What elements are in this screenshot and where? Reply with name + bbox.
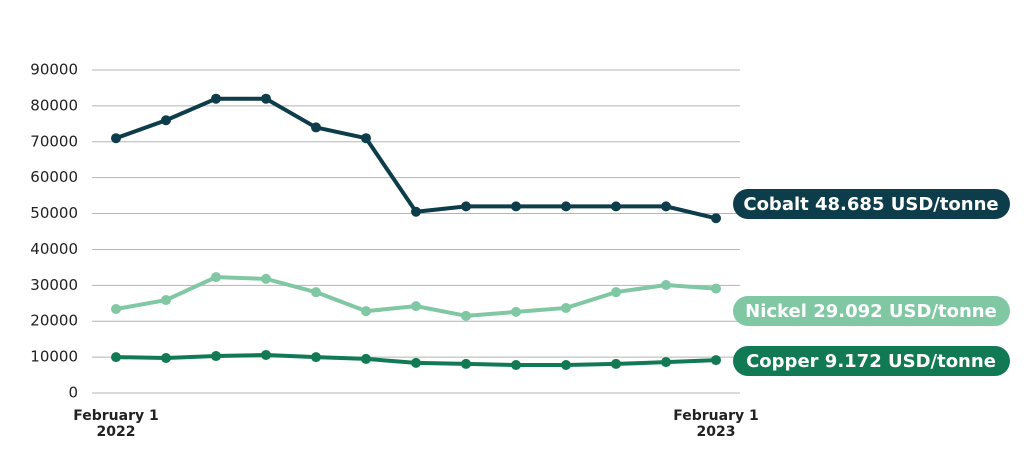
point <box>361 353 371 364</box>
point <box>511 201 521 212</box>
point <box>661 279 671 290</box>
y-tick-label: 0 <box>68 384 78 402</box>
point <box>561 201 571 212</box>
x-tick-label: February 1 2022 <box>73 408 159 440</box>
point <box>611 287 621 298</box>
point <box>361 133 371 144</box>
point <box>161 353 171 364</box>
legend-pill <box>733 346 1010 376</box>
point <box>261 273 271 284</box>
point <box>111 304 121 315</box>
point <box>211 272 221 283</box>
y-tick-label: 90000 <box>30 61 78 79</box>
point <box>711 355 721 366</box>
point <box>311 122 321 133</box>
y-tick-label: 20000 <box>30 312 78 330</box>
legend-label: Copper 9.172 USD/tonne <box>746 351 996 372</box>
y-tick-label: 30000 <box>30 276 78 294</box>
point <box>661 357 671 368</box>
point <box>711 213 721 224</box>
series-line <box>115 96 717 221</box>
point <box>661 201 671 212</box>
point <box>311 287 321 298</box>
point <box>211 93 221 104</box>
point <box>161 295 171 306</box>
point <box>361 306 371 317</box>
point <box>261 349 271 360</box>
point <box>511 360 521 371</box>
point <box>311 352 321 363</box>
y-tick-label: 40000 <box>30 240 78 258</box>
y-tick-label: 60000 <box>30 168 78 186</box>
point <box>161 115 171 126</box>
point <box>411 206 421 217</box>
point <box>111 352 121 363</box>
point <box>261 93 271 104</box>
legend-label: Nickel 29.092 USD/tonne <box>745 301 997 322</box>
point <box>711 283 721 294</box>
point <box>561 302 571 313</box>
point <box>411 301 421 312</box>
legend-pill <box>733 189 1010 219</box>
point <box>211 351 221 362</box>
point <box>111 133 121 144</box>
point <box>461 201 471 212</box>
point <box>561 360 571 371</box>
point <box>461 310 471 321</box>
y-tick-label: 10000 <box>30 348 78 366</box>
legend-label: Cobalt 48.685 USD/tonne <box>743 194 998 215</box>
y-tick-label: 50000 <box>30 204 78 222</box>
point <box>611 201 621 212</box>
y-tick-label: 80000 <box>30 96 78 114</box>
point <box>411 357 421 368</box>
x-tick-label: February 1 2023 <box>673 408 759 440</box>
legend-pill <box>733 296 1010 326</box>
point <box>461 358 471 369</box>
y-tick-label: 70000 <box>30 132 78 150</box>
point <box>511 306 521 317</box>
point <box>611 358 621 369</box>
